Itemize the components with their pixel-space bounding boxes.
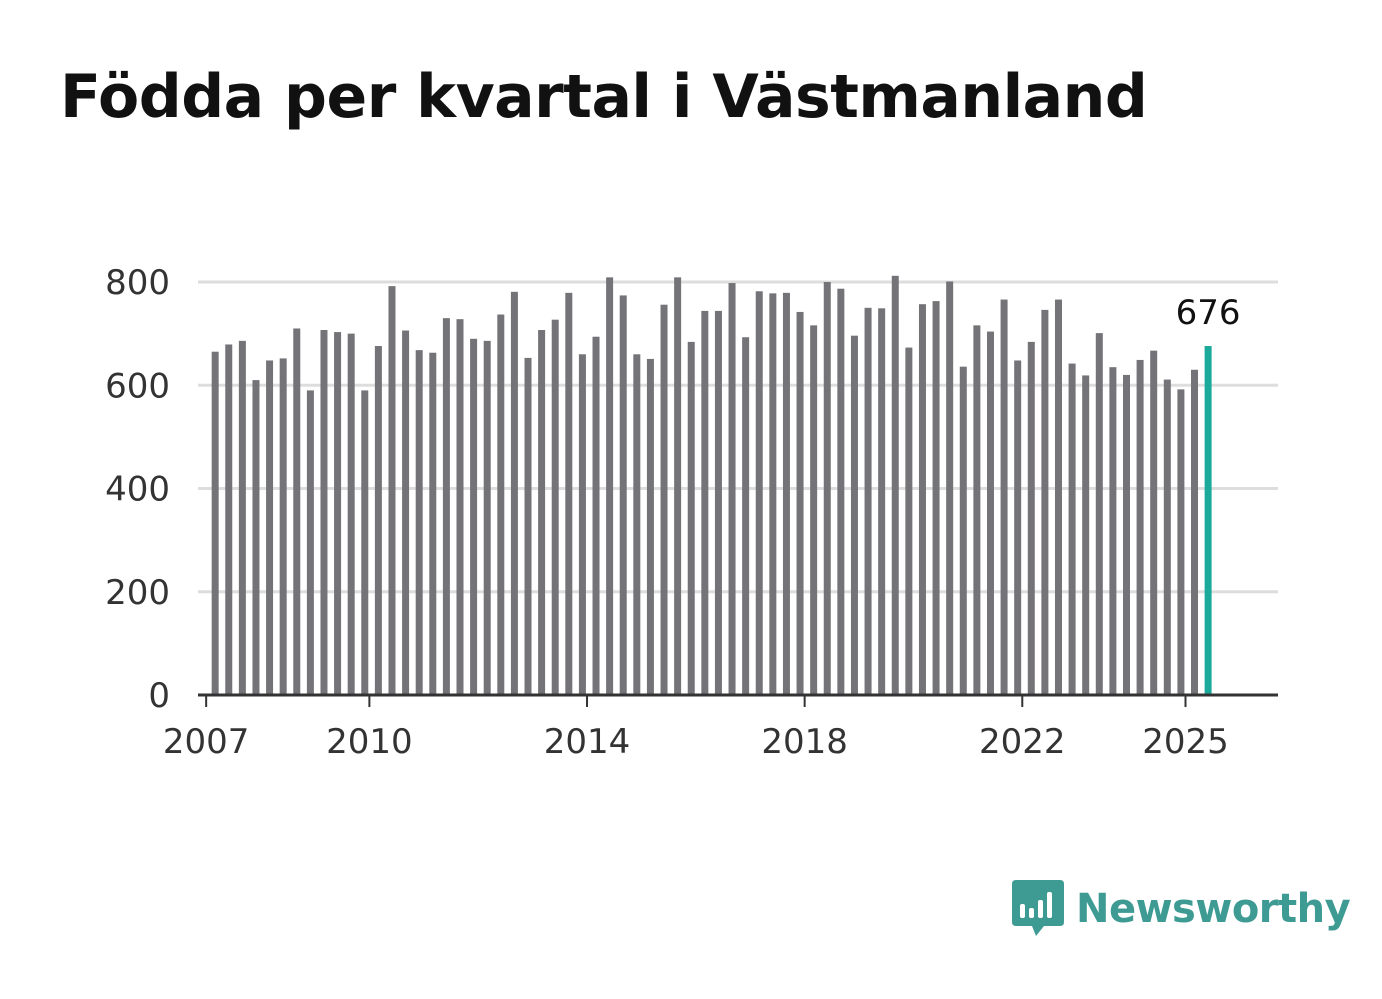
bar-2007-q1	[211, 351, 219, 695]
bar-2017-q4	[796, 311, 804, 695]
chart-title: Födda per kvartal i Västmanland	[60, 62, 1148, 132]
x-tick-label-2018: 2018	[761, 722, 848, 762]
brand-name: Newsworthy	[1076, 886, 1351, 932]
bar-2023-q4	[1122, 374, 1130, 695]
bar-2007-q4	[252, 380, 260, 695]
bar-2014-q3	[619, 295, 627, 695]
bar-2019-q3	[891, 275, 899, 695]
bar-2008-q4	[306, 390, 314, 695]
bar-2019-q1	[864, 307, 872, 695]
bar-2011-q1	[429, 352, 437, 695]
bar-value-label: 676	[1176, 293, 1241, 333]
bar-2014-q4	[633, 354, 641, 695]
x-tick-label-2025: 2025	[1142, 722, 1229, 762]
bar-2019-q2	[878, 308, 886, 695]
bar-2015-q3	[674, 277, 682, 695]
bar-2013-q1	[538, 330, 546, 695]
bar-2021-q4	[1014, 360, 1022, 695]
y-tick-label-0: 0	[148, 676, 170, 716]
y-tick-label-800: 800	[105, 263, 170, 303]
bar-2010-q4	[415, 350, 423, 695]
bar-2013-q4	[578, 354, 586, 695]
bar-2024-q2	[1150, 350, 1158, 695]
y-tick-label-200: 200	[105, 573, 170, 613]
bar-2021-q2	[986, 331, 994, 695]
bars: 676	[211, 275, 1241, 695]
bar-2011-q4	[470, 338, 478, 695]
bar-2017-q2	[769, 293, 777, 695]
y-tick-label-400: 400	[105, 470, 170, 510]
bar-2013-q3	[565, 292, 573, 695]
bar-2009-q1	[320, 330, 328, 695]
bar-2020-q4	[959, 366, 967, 695]
bar-2022-q4	[1068, 363, 1076, 695]
bar-2022-q2	[1041, 309, 1049, 695]
bar-2015-q2	[660, 304, 668, 695]
bar-2020-q3	[946, 281, 954, 695]
bar-2022-q3	[1054, 299, 1062, 695]
bar-2011-q3	[456, 319, 464, 695]
bar-2009-q4	[361, 390, 369, 695]
bar-2009-q3	[347, 333, 355, 695]
bar-2021-q1	[973, 325, 981, 695]
bar-2015-q1	[646, 358, 654, 695]
bar-2023-q1	[1082, 375, 1090, 695]
bar-2019-q4	[905, 347, 913, 695]
bar-2024-q4	[1177, 389, 1185, 695]
x-tick-label-2010: 2010	[326, 722, 413, 762]
x-tick-label-2014: 2014	[544, 722, 631, 762]
bar-2016-q2	[714, 310, 722, 695]
bar-2012-q1	[483, 340, 491, 695]
newsworthy-logo: Newsworthy	[1010, 878, 1351, 940]
bar-chart-speech-bubble-icon	[1012, 880, 1064, 936]
bar-2008-q3	[293, 328, 301, 695]
bar-2020-q1	[918, 304, 926, 695]
bar-2009-q2	[334, 332, 342, 695]
bar-2010-q1	[374, 346, 382, 695]
bar-2014-q1	[592, 336, 600, 695]
bar-2016-q1	[701, 310, 709, 695]
bar-2008-q1	[266, 360, 274, 695]
bar-2023-q2	[1095, 333, 1103, 695]
bar-2010-q2	[388, 286, 396, 695]
bar-2007-q2	[225, 344, 233, 695]
bar-2008-q2	[279, 358, 287, 695]
bar-2024-q3	[1163, 379, 1171, 695]
bar-2017-q3	[782, 292, 790, 695]
bar-2018-q4	[850, 335, 858, 695]
bar-2015-q4	[687, 341, 695, 695]
bar-2025-q2	[1204, 346, 1212, 695]
bar-2010-q3	[402, 330, 410, 695]
bar-2018-q3	[837, 288, 845, 695]
bar-2023-q3	[1109, 367, 1117, 695]
bar-2012-q4	[524, 357, 532, 695]
axes: 0 200 400 600 800 2007 2010 2014 2018 2022 2025	[105, 263, 1278, 762]
bar-2016-q3	[728, 283, 736, 695]
bar-2017-q1	[755, 291, 763, 695]
y-tick-label-600: 600	[105, 366, 170, 406]
bar-2012-q2	[497, 314, 505, 695]
bar-2018-q2	[823, 282, 831, 695]
bar-2018-q1	[810, 325, 818, 695]
bar-2025-q1	[1191, 369, 1199, 695]
bar-2012-q3	[510, 291, 518, 695]
bar-2013-q2	[551, 319, 559, 695]
x-tick-label-2007: 2007	[163, 722, 250, 762]
bar-2020-q2	[932, 301, 940, 695]
bar-2021-q3	[1000, 299, 1008, 695]
bar-2022-q1	[1027, 341, 1035, 695]
bar-2014-q2	[606, 277, 614, 695]
bar-2016-q4	[742, 337, 750, 695]
bar-2007-q3	[238, 340, 246, 695]
bar-2011-q2	[442, 318, 450, 695]
bar-2024-q1	[1136, 359, 1144, 695]
x-tick-label-2022: 2022	[979, 722, 1066, 762]
